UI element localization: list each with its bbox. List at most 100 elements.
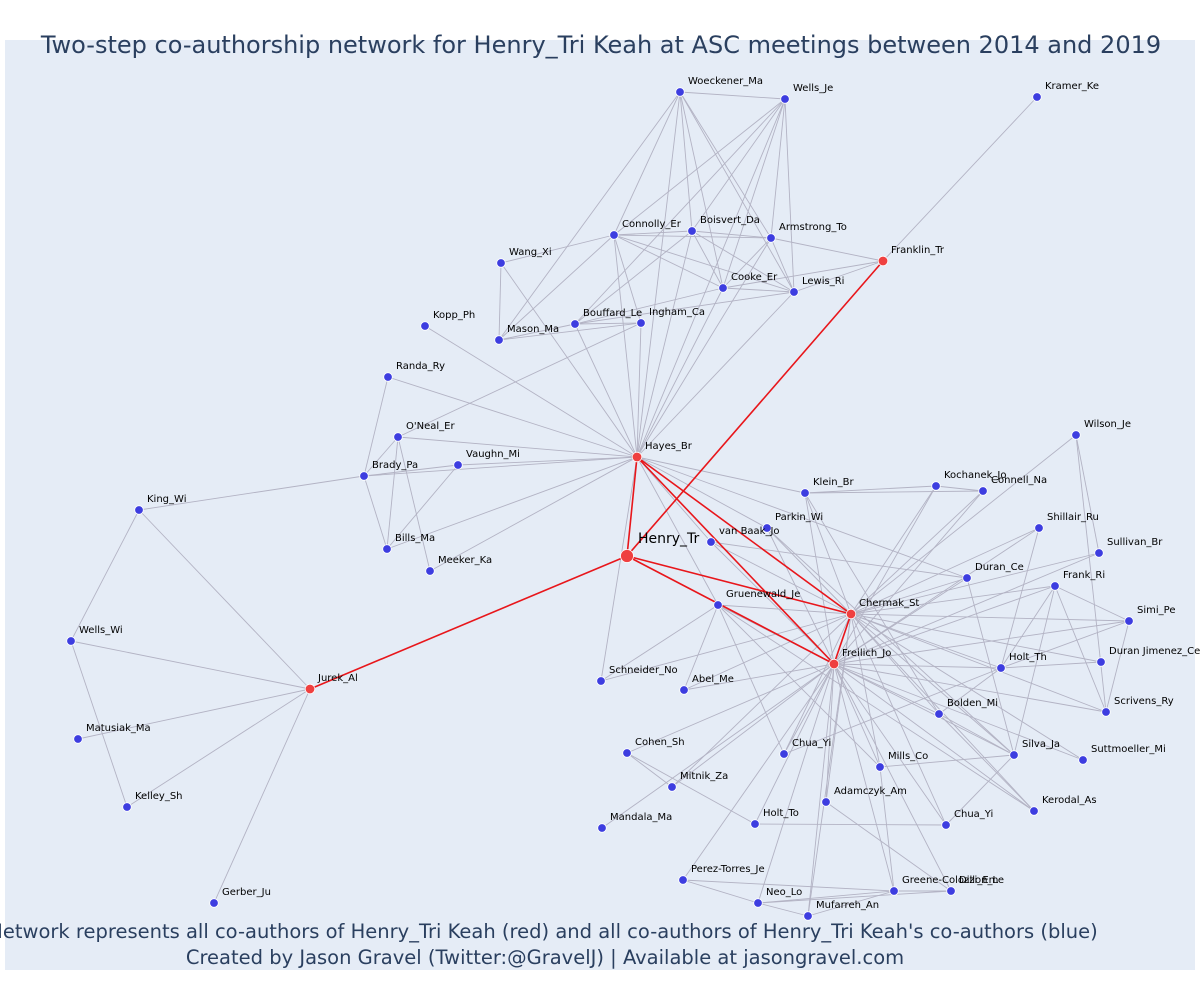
edge-bolden-mi-kerodal-as <box>938 713 1035 812</box>
node-woeckener-ma[interactable] <box>675 87 685 97</box>
edge-brady-pa-king-wi <box>138 475 365 511</box>
node-duran-ce[interactable] <box>962 573 972 583</box>
node-jurek-al[interactable] <box>304 683 316 695</box>
node-label-wang-xi: Wang_Xi <box>509 247 552 258</box>
node-label-hayes-br: Hayes_Br <box>645 441 693 452</box>
node-label-meeker-ka: Meeker_Ka <box>438 555 492 566</box>
node-sullivan-br[interactable] <box>1094 548 1104 558</box>
node-label-neo-lo: Neo_Lo <box>766 887 802 898</box>
node-wells-je[interactable] <box>780 94 790 104</box>
node-chua-yi-a[interactable] <box>779 749 789 759</box>
node-wilson-je[interactable] <box>1071 430 1081 440</box>
node-adamczyk-am[interactable] <box>821 797 831 807</box>
node-hayes-br[interactable] <box>631 451 643 463</box>
node-cooke-er[interactable] <box>718 283 728 293</box>
edge-cooke-er-lewis-ri <box>722 287 795 293</box>
edge-bolden-mi-chermak-st <box>850 613 940 715</box>
node-cohen-sh[interactable] <box>622 748 632 758</box>
node-oneal-er[interactable] <box>393 432 403 442</box>
node-mitnik-za[interactable] <box>667 782 677 792</box>
node-gruenewald-je[interactable] <box>713 600 723 610</box>
node-henry-tr[interactable] <box>620 549 634 563</box>
node-freilich-jo[interactable] <box>828 658 840 670</box>
node-connolly-er[interactable] <box>609 230 619 240</box>
node-kramer-ke[interactable] <box>1032 92 1042 102</box>
edge-lewis-ri-bouffard-le <box>574 291 795 325</box>
node-gerber-ju[interactable] <box>209 898 219 908</box>
edge-neo-lo-freilich-jo <box>757 663 835 904</box>
node-holt-th[interactable] <box>996 663 1006 673</box>
node-bills-ma[interactable] <box>382 544 392 554</box>
node-kopp-ph[interactable] <box>420 321 430 331</box>
edge-boisvert-da-lewis-ri <box>691 230 795 293</box>
node-pereztorres-je[interactable] <box>678 875 688 885</box>
node-mufarreh-an[interactable] <box>803 911 813 921</box>
edge-shillair-ru-chermak-st <box>850 527 1040 615</box>
node-kochanek-jo[interactable] <box>931 481 941 491</box>
edge-vaughn-mi-hayes-br <box>457 456 638 466</box>
node-kerodal-as[interactable] <box>1029 806 1039 816</box>
node-meeker-ka[interactable] <box>425 566 435 576</box>
node-mason-ma[interactable] <box>494 335 504 345</box>
node-ingham-ca[interactable] <box>636 318 646 328</box>
node-matusiak-ma[interactable] <box>73 734 83 744</box>
node-randa-ry[interactable] <box>383 372 393 382</box>
edge-suttmoeller-mi-chermak-st <box>850 613 1084 761</box>
node-chua-yi-b[interactable] <box>941 820 951 830</box>
edge-frank-ri-chermak-st <box>850 585 1056 615</box>
node-armstrong-to[interactable] <box>766 233 776 243</box>
node-label-shillair-ru: Shillair_Ru <box>1047 512 1099 523</box>
edge-frank-ri-scrivens-ry <box>1054 585 1107 713</box>
node-simi-pe[interactable] <box>1124 616 1134 626</box>
node-bouffard-le[interactable] <box>570 319 580 329</box>
edge-vanbaak-jo-duran-ce <box>710 541 968 579</box>
node-mandala-ma[interactable] <box>597 823 607 833</box>
node-brady-pa[interactable] <box>359 471 369 481</box>
edge-gruenewald-je-chua-yi-a <box>717 604 785 755</box>
node-franklin-tr[interactable] <box>877 255 889 267</box>
node-connell-na[interactable] <box>978 486 988 496</box>
node-duranjimenez-ce[interactable] <box>1096 657 1106 667</box>
node-suttmoeller-mi[interactable] <box>1078 755 1088 765</box>
node-chermak-st[interactable] <box>845 608 857 620</box>
node-label-armstrong-to: Armstrong_To <box>779 222 847 233</box>
edge-hayes-br-gruenewald-je <box>636 456 719 606</box>
node-wells-wi[interactable] <box>66 636 76 646</box>
edge-connolly-er-boisvert-da <box>613 230 693 236</box>
node-mills-co[interactable] <box>875 762 885 772</box>
node-klein-br[interactable] <box>800 488 810 498</box>
edge-cooke-er-bouffard-le <box>574 287 724 325</box>
ego-edge-henry-tr-chermak-st <box>626 555 852 615</box>
node-lewis-ri[interactable] <box>789 287 799 297</box>
node-kelley-sh[interactable] <box>122 802 132 812</box>
node-label-woeckener-ma: Woeckener_Ma <box>688 76 763 87</box>
node-parkin-wi[interactable] <box>762 523 772 533</box>
node-shillair-ru[interactable] <box>1034 523 1044 533</box>
edge-scrivens-ry-chermak-st <box>850 613 1107 713</box>
node-dillon-le[interactable] <box>946 886 956 896</box>
node-scrivens-ry[interactable] <box>1101 707 1111 717</box>
node-boisvert-da[interactable] <box>687 226 697 236</box>
node-neo-lo[interactable] <box>753 898 763 908</box>
edge-gruenewald-je-chermak-st <box>717 604 852 615</box>
edge-pereztorres-je-greenecolozzi-em <box>682 879 895 892</box>
edge-franklin-tr-kramer-ke <box>882 96 1038 262</box>
node-king-wi[interactable] <box>134 505 144 515</box>
node-schneider-no[interactable] <box>596 676 606 686</box>
edge-gruenewald-je-mills-co <box>717 604 881 768</box>
edge-bolden-mi-freilich-jo <box>833 663 940 715</box>
node-greenecolozzi-em[interactable] <box>889 886 899 896</box>
node-abel-me[interactable] <box>679 685 689 695</box>
node-wang-xi[interactable] <box>496 258 506 268</box>
node-vanbaak-jo[interactable] <box>706 537 716 547</box>
edge-franklin-tr-cooke-er <box>722 260 884 289</box>
node-bolden-mi[interactable] <box>934 709 944 719</box>
edge-mitnik-za-chermak-st <box>671 613 852 788</box>
node-label-matusiak-ma: Matusiak_Ma <box>86 723 151 734</box>
node-label-silva-ja: Silva_Ja <box>1022 739 1060 750</box>
node-silva-ja[interactable] <box>1009 750 1019 760</box>
edge-gerber-ju-jurek-al <box>213 688 311 904</box>
node-vaughn-mi[interactable] <box>453 460 463 470</box>
node-frank-ri[interactable] <box>1050 581 1060 591</box>
node-holt-to[interactable] <box>750 819 760 829</box>
